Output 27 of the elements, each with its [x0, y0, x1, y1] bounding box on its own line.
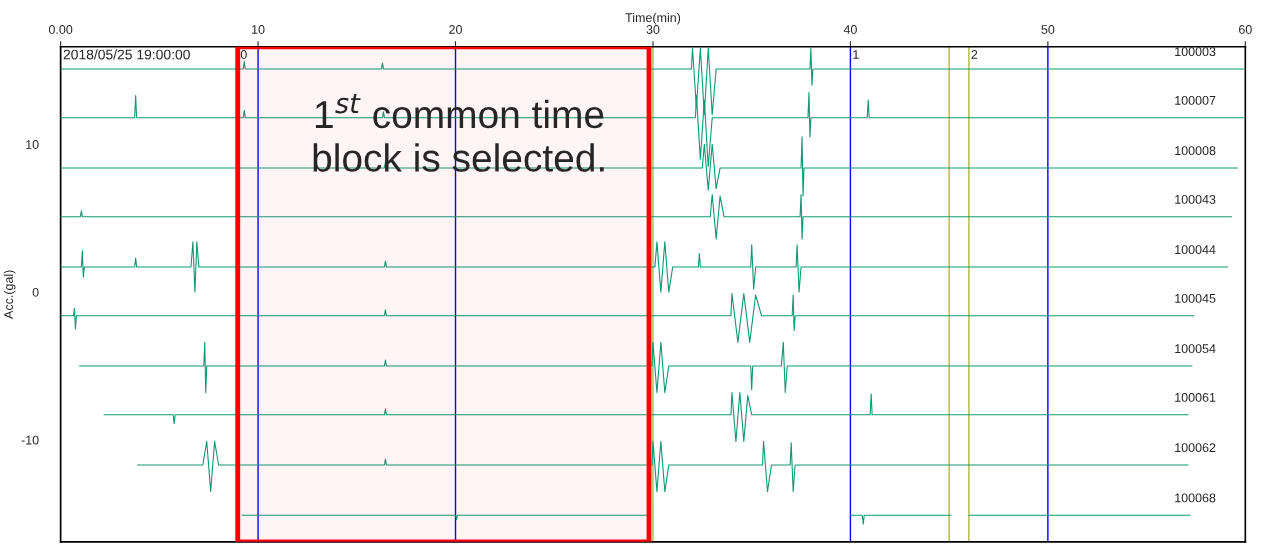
annotation: 2018/05/25 19:00:00 [63, 49, 190, 60]
x-tick-label: 20 [449, 25, 462, 34]
annotation: 2 [971, 50, 978, 59]
x-tick-label: 10 [252, 25, 265, 34]
x-tick-label: 30 [646, 25, 660, 34]
series-label: 100054 [1175, 344, 1216, 354]
x-tick-label: 0.00 [48, 25, 73, 34]
y-tick-label: -10 [21, 435, 39, 445]
series-label: 100007 [1175, 95, 1216, 105]
x-tick-label: 60 [1239, 25, 1252, 34]
y-tick-label: 10 [26, 140, 39, 149]
series-label: 100068 [1175, 493, 1216, 503]
x-axis-title: Time(min) [625, 12, 681, 25]
annotation: 0 [240, 50, 247, 59]
series-label: 100044 [1175, 245, 1216, 255]
series-label: 100043 [1175, 194, 1216, 204]
x-tick-label: 50 [1041, 25, 1055, 34]
y-tick-label: 0 [32, 287, 39, 297]
series-label: 100045 [1175, 293, 1216, 303]
y-axis-title: Acc.(gal) [3, 270, 16, 319]
series-label: 100062 [1175, 443, 1216, 453]
line-series [60, 241, 1229, 293]
series-label: 100003 [1175, 47, 1216, 57]
annotation: 1 [853, 50, 859, 59]
series-label: 100008 [1175, 146, 1216, 156]
series-label: 100061 [1175, 392, 1216, 402]
x-tick-label: 40 [843, 25, 857, 34]
